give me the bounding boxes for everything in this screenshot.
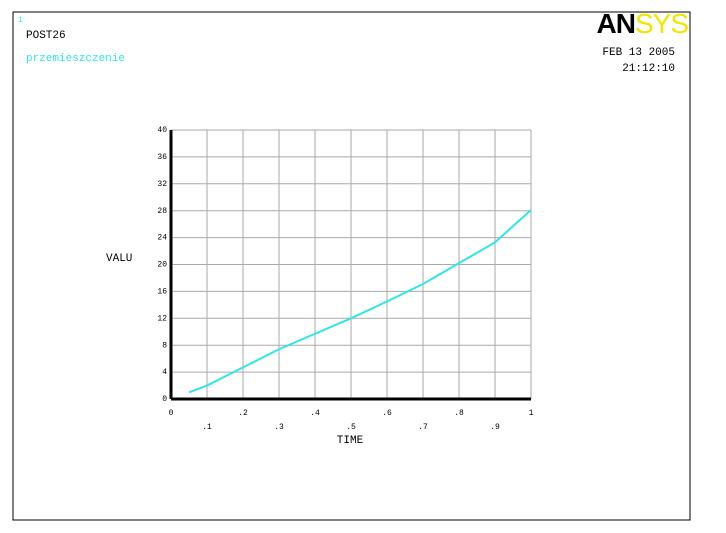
x-tick-label: 0 (169, 409, 174, 418)
x-tick-label: .1 (202, 423, 212, 432)
logo: ANSYS (597, 8, 689, 39)
y-tick-label: 28 (157, 207, 167, 216)
x-axis-label: TIME (337, 435, 364, 447)
y-tick-label: 16 (157, 288, 167, 297)
x-tick-label: .4 (310, 409, 320, 418)
y-tick-label: 36 (157, 153, 167, 162)
x-tick-label: .7 (418, 423, 428, 432)
logo-light: SYS (635, 8, 688, 39)
x-tick-label: .6 (382, 409, 392, 418)
y-tick-label: 8 (162, 341, 167, 350)
data-line (188, 209, 532, 394)
x-tick-label: .8 (454, 409, 464, 418)
x-tick-label: .2 (238, 409, 248, 418)
y-tick-label: 4 (162, 368, 167, 377)
logo-dark: AN (597, 8, 635, 39)
chart-title: przemieszczenie (26, 53, 125, 65)
x-tick-label: .5 (346, 423, 356, 432)
frame (12, 11, 691, 521)
y-tick-label: 20 (157, 261, 167, 270)
x-tick-label: .3 (274, 423, 284, 432)
y-tick-label: 32 (157, 180, 167, 189)
y-tick-label: 40 (157, 126, 167, 135)
y-tick-label: 24 (157, 234, 167, 243)
y-axis-label: VALU (106, 253, 132, 265)
program: POST26 (26, 30, 66, 42)
time: 21:12:10 (622, 63, 675, 75)
y-tick-label: 0 (162, 395, 167, 404)
date: FEB 13 2005 (602, 47, 675, 59)
x-tick-label: .9 (490, 423, 500, 432)
y-tick-label: 12 (157, 314, 167, 323)
window-number: 1 (18, 16, 23, 25)
x-tick-label: 1 (529, 409, 534, 418)
